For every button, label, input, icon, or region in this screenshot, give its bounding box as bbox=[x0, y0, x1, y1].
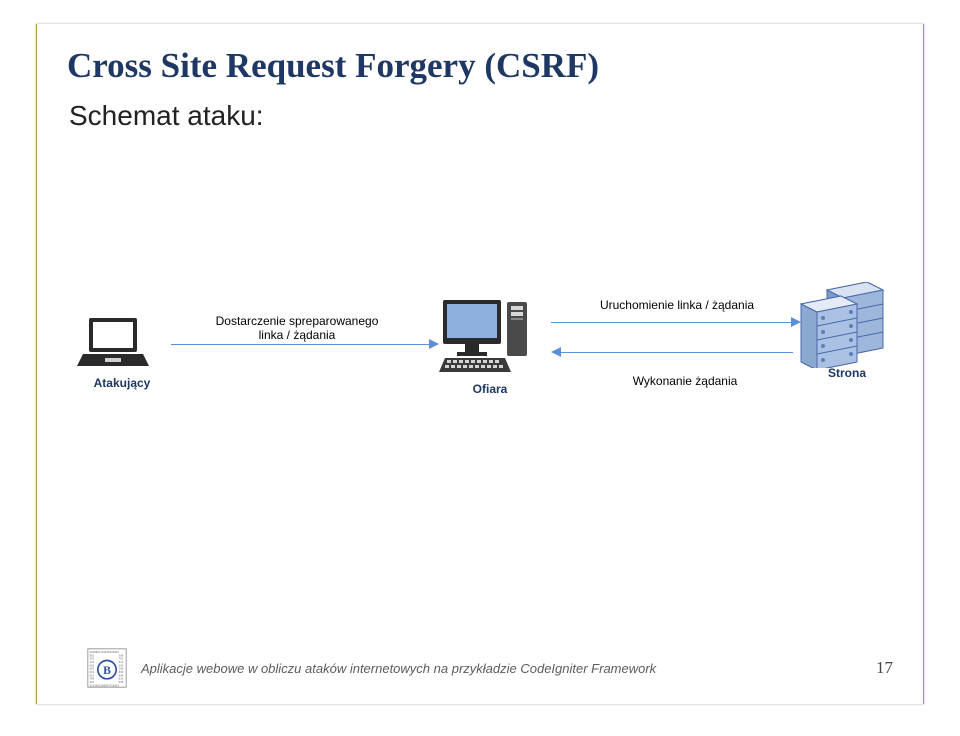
svg-text:051: 051 bbox=[90, 673, 95, 677]
slide-subtitle: Schemat ataku: bbox=[37, 92, 923, 132]
svg-text:391: 391 bbox=[90, 657, 95, 661]
svg-text:0028001329876924891: 0028001329876924891 bbox=[90, 650, 120, 654]
svg-text:912: 912 bbox=[119, 660, 124, 664]
svg-text:806: 806 bbox=[119, 670, 124, 674]
svg-text:761: 761 bbox=[119, 657, 124, 661]
svg-text:100: 100 bbox=[119, 667, 124, 671]
csrf-diagram: Atakujący bbox=[37, 234, 923, 474]
slide-title: Cross Site Request Forgery (CSRF) bbox=[37, 24, 923, 92]
edge-execute-head bbox=[551, 347, 561, 357]
svg-text:589: 589 bbox=[119, 653, 124, 657]
edge-launch-head bbox=[791, 317, 801, 327]
svg-text:255: 255 bbox=[119, 663, 124, 667]
edge-deliver-label: Dostarczenie spreparowanego linka / żąda… bbox=[197, 314, 397, 342]
svg-text:994: 994 bbox=[119, 673, 124, 677]
slide-footer: 0028001329876924891 802 589 391 761 125 912… bbox=[87, 648, 893, 688]
laptop-icon bbox=[77, 314, 149, 370]
server-icon bbox=[797, 282, 887, 368]
node-server-label: Strona bbox=[797, 366, 897, 380]
footer-left: 0028001329876924891 802 589 391 761 125 912… bbox=[87, 648, 656, 688]
framework-logo-icon: 0028001329876924891 802 589 391 761 125 912… bbox=[87, 648, 127, 688]
edge-deliver-head bbox=[429, 339, 439, 349]
edge-execute-label: Wykonanie żądania bbox=[615, 374, 755, 388]
svg-text:789: 789 bbox=[90, 677, 95, 681]
slide-frame: Cross Site Request Forgery (CSRF) Schema… bbox=[36, 24, 924, 704]
svg-text:125: 125 bbox=[90, 660, 95, 664]
svg-text:401: 401 bbox=[90, 680, 95, 684]
desktop-icon bbox=[435, 296, 535, 376]
svg-text:802: 802 bbox=[90, 653, 95, 657]
edge-launch-line bbox=[551, 322, 791, 323]
node-attacker: Atakujący bbox=[77, 314, 167, 390]
svg-text:023: 023 bbox=[119, 677, 124, 681]
svg-text:987: 987 bbox=[90, 667, 95, 671]
svg-text:650: 650 bbox=[90, 663, 95, 667]
edge-deliver-line bbox=[171, 344, 429, 345]
page-number: 17 bbox=[876, 658, 893, 678]
edge-execute-line bbox=[561, 352, 793, 353]
svg-text:958: 958 bbox=[119, 680, 124, 684]
node-victim: Ofiara bbox=[435, 296, 545, 396]
footer-text: Aplikacje webowe w obliczu ataków intern… bbox=[141, 661, 656, 676]
node-attacker-label: Atakujący bbox=[77, 376, 167, 390]
svg-text:B: B bbox=[103, 664, 111, 677]
node-server: Strona bbox=[797, 282, 897, 380]
edge-launch-label: Uruchomienie linka / żądania bbox=[577, 298, 777, 312]
svg-text:042: 042 bbox=[90, 670, 95, 674]
node-victim-label: Ofiara bbox=[435, 382, 545, 396]
svg-text:2532001268897554025: 2532001268897554025 bbox=[90, 683, 120, 687]
